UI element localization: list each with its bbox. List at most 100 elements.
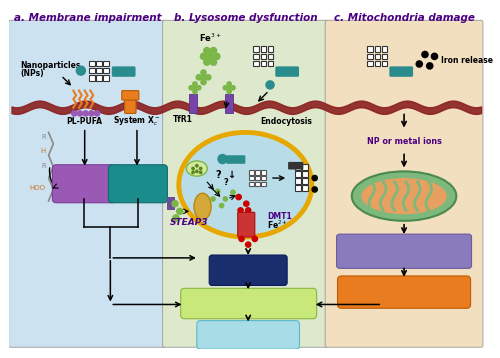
Bar — [302, 185, 308, 191]
Circle shape — [200, 79, 207, 85]
FancyBboxPatch shape — [197, 321, 300, 349]
Text: c. Mitochondria damage: c. Mitochondria damage — [334, 13, 474, 23]
Bar — [261, 182, 266, 186]
FancyBboxPatch shape — [288, 162, 304, 169]
Text: Fe$^{2+}$: Fe$^{2+}$ — [267, 218, 288, 231]
Circle shape — [191, 166, 195, 170]
Text: Fenton: Fenton — [230, 263, 266, 272]
Ellipse shape — [186, 161, 208, 176]
Text: Iron dyshomeostasis/: Iron dyshomeostasis/ — [362, 245, 446, 251]
Circle shape — [222, 85, 228, 91]
Text: Mitochondria ROS: Mitochondria ROS — [358, 289, 450, 297]
Bar — [96, 61, 102, 66]
Text: R: R — [41, 163, 46, 169]
Text: b. Lysosome dysfunction: b. Lysosome dysfunction — [174, 13, 317, 23]
Circle shape — [210, 196, 216, 202]
Bar — [89, 68, 94, 73]
Circle shape — [199, 166, 202, 170]
Bar — [368, 54, 373, 59]
Circle shape — [196, 74, 202, 81]
Text: (NPs): (NPs) — [20, 69, 44, 78]
Circle shape — [94, 110, 100, 117]
Text: ?: ? — [223, 178, 228, 187]
Circle shape — [266, 80, 275, 90]
Bar — [368, 61, 373, 66]
Circle shape — [191, 170, 195, 174]
Bar — [261, 176, 266, 180]
Bar — [260, 47, 266, 52]
Circle shape — [200, 74, 207, 81]
Bar — [96, 68, 102, 73]
Circle shape — [243, 200, 250, 207]
Bar — [302, 164, 308, 170]
Text: System X$_c^-$: System X$_c^-$ — [114, 114, 160, 128]
Text: Reaction: Reaction — [226, 272, 270, 281]
Circle shape — [192, 85, 198, 91]
Circle shape — [76, 66, 86, 76]
Circle shape — [199, 170, 202, 174]
FancyBboxPatch shape — [112, 66, 136, 77]
Circle shape — [426, 62, 434, 70]
Circle shape — [218, 154, 228, 164]
Text: Lipid peroxides: Lipid peroxides — [210, 300, 287, 309]
FancyBboxPatch shape — [162, 20, 328, 347]
Text: Fe$^{3+}$: Fe$^{3+}$ — [199, 31, 222, 44]
Bar — [250, 170, 254, 175]
FancyBboxPatch shape — [108, 165, 168, 203]
Bar — [256, 170, 260, 175]
Circle shape — [312, 186, 318, 193]
Circle shape — [226, 89, 232, 95]
Ellipse shape — [179, 132, 312, 237]
Text: H: H — [40, 149, 46, 154]
Circle shape — [192, 81, 198, 87]
Circle shape — [238, 236, 245, 242]
Text: Nanoparticles: Nanoparticles — [20, 61, 80, 71]
Bar — [96, 75, 102, 81]
Circle shape — [245, 207, 252, 214]
FancyBboxPatch shape — [276, 66, 299, 77]
Text: Iron release: Iron release — [441, 56, 493, 65]
Ellipse shape — [352, 171, 457, 221]
Circle shape — [88, 110, 94, 117]
Circle shape — [218, 203, 224, 208]
Circle shape — [416, 60, 423, 68]
Bar — [295, 178, 300, 184]
Text: TfR1: TfR1 — [172, 115, 193, 124]
Circle shape — [210, 58, 218, 66]
Ellipse shape — [194, 193, 211, 220]
Circle shape — [230, 189, 236, 195]
Bar — [261, 170, 266, 175]
Text: Ferroptosis: Ferroptosis — [217, 331, 280, 341]
Circle shape — [172, 214, 180, 222]
FancyBboxPatch shape — [8, 20, 166, 347]
Circle shape — [205, 74, 212, 81]
Circle shape — [195, 164, 199, 168]
Bar — [295, 171, 300, 177]
Bar — [374, 61, 380, 66]
Circle shape — [192, 89, 198, 95]
Circle shape — [200, 69, 207, 76]
Bar — [226, 95, 233, 113]
Bar — [260, 61, 266, 66]
Circle shape — [421, 51, 429, 58]
Circle shape — [222, 196, 228, 202]
Circle shape — [196, 85, 202, 91]
Bar — [382, 54, 388, 59]
Bar — [250, 176, 254, 180]
FancyBboxPatch shape — [336, 234, 471, 268]
Circle shape — [188, 85, 194, 91]
Text: R: R — [41, 134, 46, 140]
Text: ↓: ↓ — [227, 170, 235, 180]
FancyBboxPatch shape — [226, 155, 246, 164]
Text: STEAP3: STEAP3 — [170, 218, 208, 227]
FancyBboxPatch shape — [124, 95, 136, 113]
Bar — [89, 61, 94, 66]
Circle shape — [200, 53, 207, 60]
Circle shape — [226, 81, 232, 87]
Bar — [103, 61, 109, 66]
Circle shape — [430, 53, 438, 60]
Text: mitochondria disruption: mitochondria disruption — [356, 255, 452, 261]
Circle shape — [206, 53, 214, 60]
Text: PL-PUFA: PL-PUFA — [66, 116, 102, 126]
FancyBboxPatch shape — [238, 212, 255, 237]
